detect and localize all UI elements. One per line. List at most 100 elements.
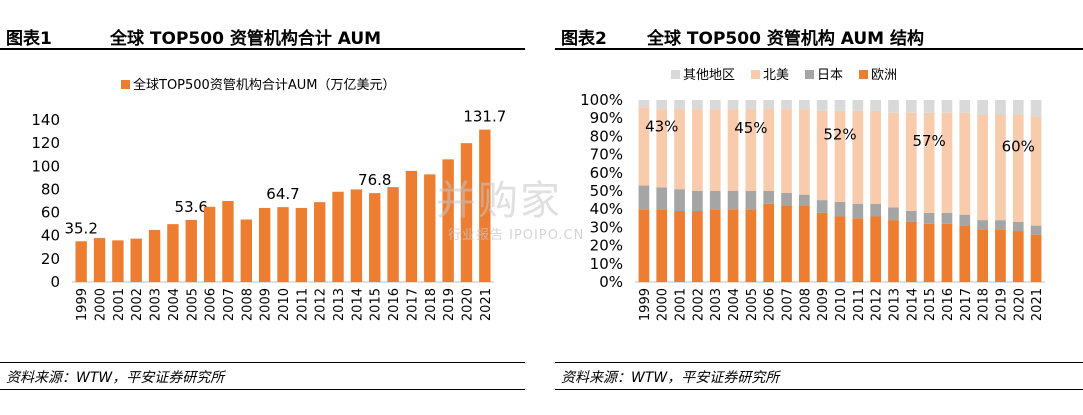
y-tick-label: 100% — [580, 91, 623, 109]
bar-segment-2007 — [781, 100, 792, 110]
x-tick-label: 2021 — [479, 288, 494, 321]
bar-2009 — [258, 207, 271, 282]
bar-2014 — [350, 189, 363, 282]
x-tick-label: 2016 — [941, 288, 956, 321]
bar-segment-2008 — [799, 109, 810, 195]
y-tick-label: 40% — [590, 200, 623, 218]
x-tick-label: 2012 — [870, 288, 885, 321]
bar-2001 — [112, 240, 124, 282]
x-tick-label: 2009 — [259, 288, 274, 321]
x-tick-label: 2003 — [709, 288, 724, 321]
bar-segment-2002 — [692, 100, 703, 110]
y-tick-label: 100 — [31, 157, 60, 175]
bar-segment-2002 — [692, 191, 703, 212]
bar-2003 — [148, 229, 161, 282]
bar-segment-2004 — [727, 100, 739, 110]
bar-segment-2001 — [674, 189, 685, 212]
legend-swatch — [751, 70, 760, 79]
bar-segment-1999 — [638, 107, 650, 186]
bar-segment-1999 — [638, 209, 650, 282]
x-tick-label: 2002 — [691, 288, 706, 321]
data-label: 64.7 — [266, 185, 299, 203]
bar-segment-2020 — [1012, 221, 1024, 232]
right-figure-label: 图表2 — [561, 29, 607, 49]
y-tick-label: 20% — [590, 237, 623, 255]
x-tick-label: 2020 — [1012, 288, 1027, 321]
bar-segment-2018 — [977, 100, 988, 115]
bar-segment-1999 — [638, 185, 650, 210]
x-tick-label: 2014 — [350, 288, 365, 321]
x-tick-label: 2014 — [905, 288, 920, 321]
share-annotation: 60% — [1002, 137, 1035, 155]
x-tick-label: 2007 — [781, 288, 796, 321]
x-tick-label: 2006 — [763, 288, 778, 321]
bar-segment-2017 — [959, 225, 971, 282]
bar-segment-2013 — [888, 100, 899, 113]
x-tick-label: 2011 — [295, 288, 310, 321]
x-tick-label: 1999 — [638, 288, 653, 321]
y-tick-label: 20 — [41, 250, 60, 268]
bar-segment-2020 — [1012, 231, 1024, 282]
bar-segment-2020 — [1012, 100, 1024, 115]
bar-segment-2012 — [870, 100, 881, 111]
bar-segment-2006 — [763, 109, 775, 191]
y-tick-label: 140 — [31, 111, 60, 129]
bar-segment-2015 — [923, 223, 935, 282]
bar-2021 — [479, 129, 491, 282]
x-tick-label: 2018 — [424, 288, 439, 321]
bar-segment-2005 — [745, 191, 757, 210]
legend-label: 欧洲 — [871, 68, 897, 83]
bar-segment-2004 — [727, 209, 739, 282]
bar-segment-2005 — [745, 109, 757, 191]
x-tick-label: 2012 — [314, 288, 329, 321]
bar-2019 — [442, 159, 454, 282]
x-tick-label: 2021 — [1030, 288, 1045, 321]
bar-segment-2014 — [905, 211, 917, 222]
x-tick-label: 2008 — [798, 288, 813, 321]
bar-segment-2018 — [977, 229, 988, 282]
x-tick-label: 2001 — [674, 288, 689, 321]
bar-2016 — [387, 187, 399, 282]
bar-segment-2004 — [727, 191, 739, 210]
bar-segment-2000 — [656, 109, 668, 188]
bar-segment-2002 — [692, 109, 703, 191]
bar-segment-2006 — [763, 191, 775, 204]
bar-segment-2003 — [709, 191, 721, 210]
data-label: 76.8 — [358, 171, 391, 189]
bar-segment-2001 — [674, 100, 685, 110]
aum-total-bar-chart: 全球TOP500资管机构合计AUM（万亿美元） 0 20 40 60 80 100 120 14… — [31, 77, 506, 321]
bar-segment-2010 — [834, 201, 846, 217]
x-tick-label: 2015 — [923, 288, 938, 321]
share-annotation: 45% — [734, 119, 767, 137]
bar-segment-2003 — [709, 209, 721, 282]
x-tick-label: 2002 — [130, 288, 145, 321]
x-tick-label: 2013 — [887, 288, 902, 321]
share-annotation: 57% — [912, 132, 945, 150]
bar-segment-2010 — [834, 100, 846, 111]
x-tick-label: 2000 — [656, 288, 671, 321]
bar-segment-2016 — [941, 212, 953, 224]
bar-2002 — [130, 238, 142, 282]
x-tick-label: 2000 — [94, 288, 109, 321]
x-tick-label: 2017 — [405, 288, 420, 321]
x-tick-label: 2001 — [112, 288, 127, 321]
bar-segment-2014 — [905, 112, 917, 212]
right-source-note: 资料来源：WTW，平安证券研究所 — [561, 370, 780, 386]
x-tick-label: 2005 — [745, 288, 760, 321]
left-source-note: 资料来源：WTW，平安证券研究所 — [6, 370, 225, 386]
x-tick-label: 2019 — [442, 288, 457, 321]
bar-segment-2007 — [781, 109, 792, 193]
bar-segment-2003 — [709, 109, 721, 191]
data-label: 53.6 — [175, 198, 208, 216]
legend-swatch — [121, 80, 130, 89]
bar-2011 — [295, 207, 308, 282]
bar-2018 — [424, 174, 436, 282]
x-tick-label: 2016 — [387, 288, 402, 321]
bar-segment-2000 — [656, 187, 668, 210]
y-tick-label: 40 — [41, 227, 60, 245]
bar-segment-2006 — [763, 203, 775, 282]
bar-2008 — [240, 219, 252, 282]
bar-segment-2011 — [852, 218, 864, 282]
bar-segment-2017 — [959, 100, 971, 113]
bar-segment-2017 — [959, 214, 971, 226]
